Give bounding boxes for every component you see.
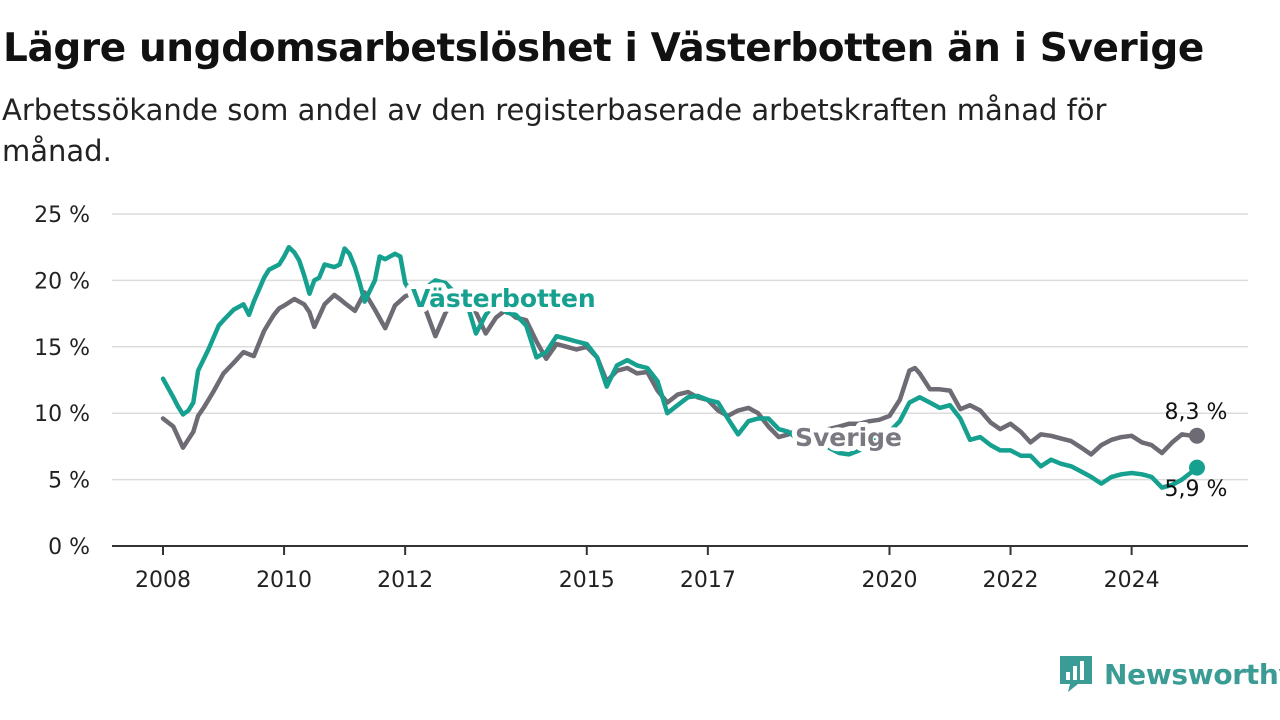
x-tick-label: 2010: [256, 568, 312, 593]
end-point-vasterbotten: [1189, 459, 1205, 476]
x-tick-label: 2012: [377, 568, 433, 593]
y-tick-label: 5 %: [48, 469, 90, 494]
series-label-sverige: Sverige: [795, 423, 902, 452]
series-line-vasterbotten: [160, 244, 1200, 490]
end-point-sverige: [1189, 427, 1205, 444]
grid-layer: [112, 213, 1248, 481]
line-chart: 0 %5 %10 %15 %20 %25 % 2008 2010 2012 2015 2…: [34, 203, 1248, 593]
newsworthy-logo-icon: [1060, 656, 1092, 692]
chart-subtitle: Arbetssökande som andel av den registerb…: [2, 93, 1107, 168]
brand-name: Newsworthy: [1104, 657, 1280, 691]
series-label-sverige-halo: Sverige: [795, 423, 902, 452]
y-tick-label: 25 %: [34, 203, 90, 228]
end-label-sverige: 8,3 %: [1165, 400, 1228, 425]
x-tick-label: 2008: [135, 568, 191, 593]
y-axis: 0 % 5 % 10 % 15 % 20 % 25 %: [34, 203, 90, 560]
series-label-vasterbotten: Västerbotten: [411, 284, 596, 313]
x-tick-label: 2015: [559, 568, 615, 593]
series-label-vasterbotten-halo: Västerbotten: [411, 284, 596, 313]
x-tick-label: 2022: [983, 568, 1039, 593]
end-label-vasterbotten: 5,9 %: [1165, 477, 1228, 502]
newsworthy-logo: Newsworthy: [1058, 654, 1280, 694]
y-tick-label: 15 %: [34, 336, 90, 361]
y-tick-label: 10 %: [34, 402, 90, 427]
y-tick-label: 0 %: [48, 535, 90, 560]
series-layer: [160, 244, 1205, 490]
x-tick-label: 2024: [1104, 568, 1160, 593]
y-tick-label: 20 %: [34, 269, 90, 294]
chart-title: Lägre ungdomsarbetslöshet i Västerbotten…: [3, 26, 1204, 71]
x-tick-label: 2020: [861, 568, 917, 593]
x-tick-label: 2017: [680, 568, 736, 593]
x-axis: 2008 2010 2012 2015 2017 2020 2022 2024: [135, 546, 1160, 593]
series-line-sverige: [160, 290, 1200, 457]
series-labels: VästerbottenVästerbottenSverigeSverige8,…: [406, 279, 1228, 502]
